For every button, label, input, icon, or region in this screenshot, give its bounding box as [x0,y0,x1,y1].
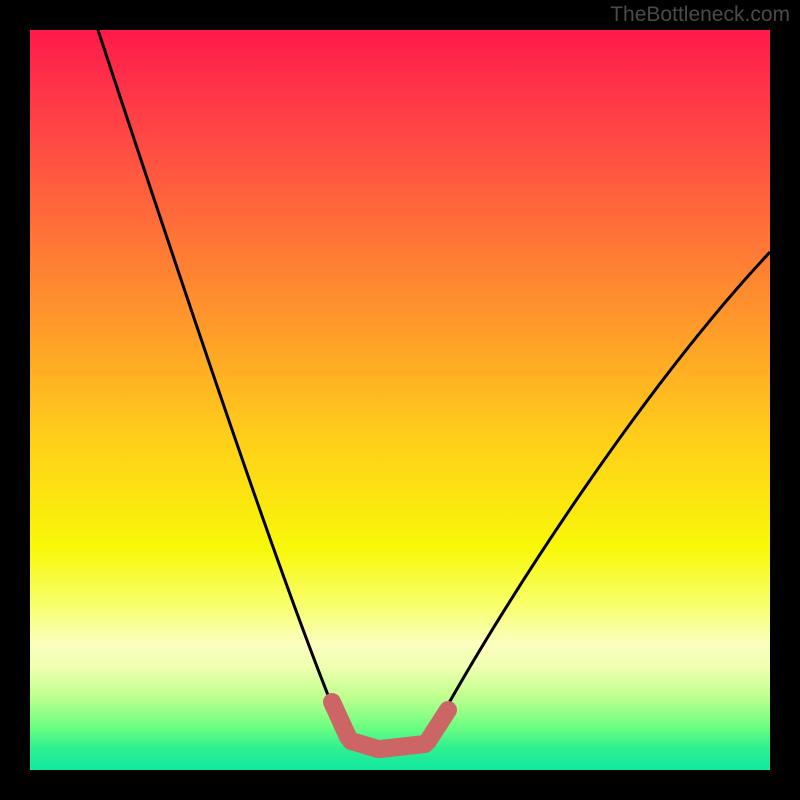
chart-svg [30,30,770,770]
chart-container: TheBottleneck.com [0,0,800,800]
watermark-text: TheBottleneck.com [610,3,790,27]
bottleneck-chart [30,30,770,770]
gradient-background [30,30,770,770]
trough-segment-2 [380,744,425,749]
